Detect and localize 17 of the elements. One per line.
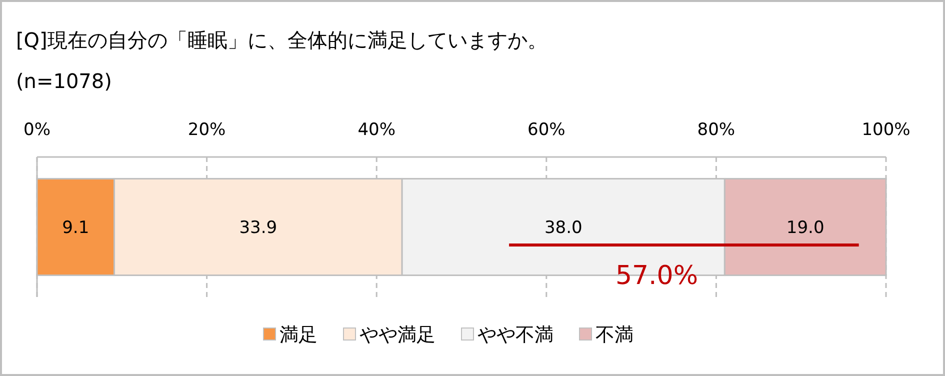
x-tick-label: 80% [697, 120, 736, 140]
chart-subtitle: (n=1078) [16, 69, 112, 93]
chart-title: [Q]現在の自分の「睡眠」に、全体的に満足していますか。 [16, 28, 548, 52]
legend-label: やや満足 [360, 324, 436, 346]
x-tick-label: 0% [24, 120, 50, 140]
annotation: 57.0% [615, 261, 698, 291]
data-label: 19.0 [786, 218, 824, 238]
x-tick-label: 60% [528, 120, 566, 140]
data-label: 33.9 [239, 218, 278, 238]
legend-label: 不満 [596, 324, 634, 346]
x-tick-label: 100% [862, 120, 910, 140]
legend-label: やや不満 [478, 324, 554, 346]
x-tick-label: 40% [358, 120, 396, 140]
x-tick-label: 20% [188, 120, 226, 140]
data-label: 38.0 [544, 218, 582, 238]
legend-label: 満足 [280, 324, 318, 346]
data-label: 9.1 [62, 218, 90, 238]
